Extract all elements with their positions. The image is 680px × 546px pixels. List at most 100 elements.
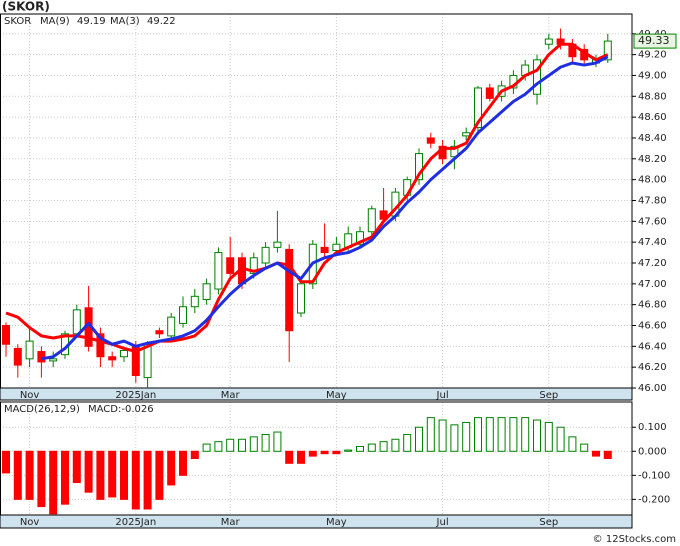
macd-bar bbox=[120, 450, 128, 500]
macd-current: MACD:-0.026 bbox=[88, 404, 154, 415]
x-tick-label: May bbox=[326, 517, 347, 528]
plot-frame bbox=[0, 401, 633, 516]
candle-body bbox=[214, 252, 223, 290]
y-tick-label: 47.60 bbox=[638, 216, 667, 227]
macd-bar bbox=[450, 424, 459, 452]
macd-bar bbox=[37, 450, 46, 508]
macd-bar bbox=[285, 450, 294, 464]
macd-bar bbox=[143, 450, 152, 510]
candle-body bbox=[544, 38, 553, 45]
candle-body bbox=[72, 309, 81, 335]
macd-bar bbox=[544, 421, 553, 452]
y-tick-label: 46.00 bbox=[638, 383, 667, 394]
y-tick-label: 49.20 bbox=[638, 50, 667, 61]
candle-body bbox=[49, 358, 58, 362]
candle-body bbox=[285, 248, 294, 332]
macd-bar bbox=[403, 433, 412, 452]
macd-bar bbox=[367, 443, 376, 452]
y-tick-label: -0.100 bbox=[638, 470, 670, 481]
candle-body bbox=[249, 257, 258, 274]
macd-bar bbox=[261, 433, 270, 452]
legend-value: 49.22 bbox=[147, 16, 176, 27]
x-tick-label: Jul bbox=[436, 517, 449, 528]
candle-body bbox=[603, 40, 612, 61]
y-tick-label: 48.80 bbox=[638, 91, 667, 102]
macd-bar bbox=[179, 450, 187, 476]
x-tick-label: Nov bbox=[20, 390, 40, 401]
y-tick-label: 48.20 bbox=[638, 154, 667, 165]
macd-bar bbox=[509, 417, 518, 452]
macd-bar bbox=[297, 450, 305, 464]
macd-name: MACD(26,12,9) bbox=[4, 404, 80, 415]
chart-title: (SKOR) bbox=[2, 0, 50, 14]
candle-body bbox=[120, 349, 128, 358]
x-tick-label: Jul bbox=[436, 390, 449, 401]
footer: © 12Stocks.com bbox=[593, 534, 676, 545]
macd-bar bbox=[391, 438, 400, 452]
macd-bar bbox=[556, 426, 565, 452]
legend-name: MA(3) bbox=[110, 16, 140, 27]
macd-bar bbox=[202, 443, 211, 452]
macd-bar bbox=[379, 441, 388, 452]
x-tick-label: 2025Jan bbox=[115, 517, 156, 528]
macd-bar bbox=[226, 438, 235, 452]
candle-body bbox=[96, 333, 105, 358]
ma-line bbox=[41, 55, 609, 361]
y-tick-label: 47.80 bbox=[638, 195, 667, 206]
x-tick-label: Mar bbox=[221, 390, 241, 401]
macd-bar bbox=[521, 417, 530, 452]
last-price-box bbox=[633, 33, 677, 49]
macd-bar bbox=[320, 450, 329, 455]
x-tick-label: Sep bbox=[539, 517, 558, 528]
macd-bar bbox=[84, 450, 93, 493]
y-tick-label: 47.20 bbox=[638, 258, 667, 269]
macd-bar bbox=[438, 419, 447, 452]
macd-bar bbox=[485, 417, 494, 452]
macd-bar bbox=[533, 419, 541, 452]
macd-bar bbox=[72, 450, 81, 484]
candle-body bbox=[485, 87, 494, 99]
candle-body bbox=[143, 343, 152, 379]
macd-bar bbox=[190, 450, 199, 459]
macd-bar bbox=[580, 443, 589, 452]
y-tick-label: -0.200 bbox=[638, 494, 670, 505]
macd-bar bbox=[462, 421, 471, 452]
x-tick-label: 2025Jan bbox=[115, 390, 156, 401]
y-tick-label: 48.60 bbox=[638, 112, 667, 123]
candle-body bbox=[474, 87, 482, 129]
macd-bar bbox=[603, 450, 612, 459]
legend-name: MA(9) bbox=[40, 16, 70, 27]
macd-bar bbox=[415, 426, 423, 452]
macd-bar bbox=[167, 450, 176, 486]
macd-bar bbox=[497, 417, 506, 452]
macd-bar bbox=[155, 450, 164, 500]
macd-bar bbox=[308, 450, 317, 457]
x-tick-label: May bbox=[326, 390, 347, 401]
macd-bar bbox=[238, 438, 246, 452]
macd-bar bbox=[214, 441, 223, 452]
y-tick-label: 48.00 bbox=[638, 175, 667, 186]
candle-body bbox=[179, 306, 187, 324]
candle-body bbox=[261, 246, 270, 264]
macd-bar bbox=[273, 431, 282, 452]
x-tick-label: Sep bbox=[539, 390, 558, 401]
x-tick-label: Nov bbox=[20, 517, 40, 528]
legend-symbol: SKOR bbox=[4, 16, 31, 27]
candle-body bbox=[297, 283, 305, 314]
axis-band bbox=[0, 514, 633, 529]
macd-bar bbox=[13, 450, 22, 500]
macd-bar bbox=[474, 417, 482, 452]
candle-body bbox=[367, 208, 376, 233]
x-tick-label: Mar bbox=[221, 517, 241, 528]
macd-bar bbox=[344, 449, 353, 452]
last-price-label: 49.33 bbox=[638, 34, 670, 47]
macd-bar bbox=[568, 436, 577, 452]
candle-body bbox=[167, 316, 176, 337]
macd-bar bbox=[426, 417, 435, 452]
candle-body bbox=[37, 351, 46, 363]
candle-body bbox=[155, 330, 164, 335]
candle-body bbox=[226, 257, 235, 274]
y-tick-label: 46.80 bbox=[638, 300, 667, 311]
y-tick-label: 47.00 bbox=[638, 279, 667, 290]
macd-bar bbox=[249, 436, 258, 452]
